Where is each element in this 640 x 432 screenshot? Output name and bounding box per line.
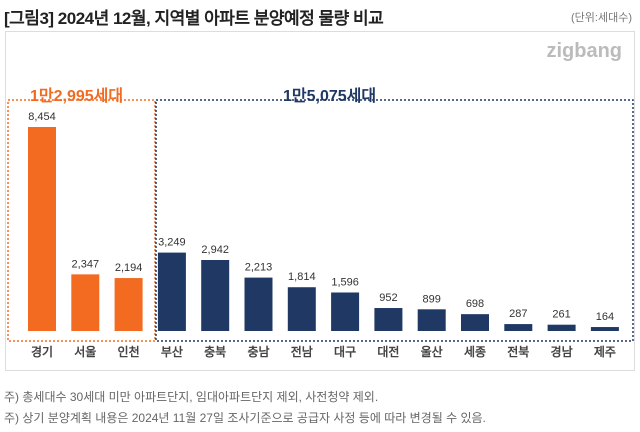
category-label: 전북 <box>507 344 529 359</box>
category-label: 부산 <box>161 344 183 359</box>
bar-충북 <box>201 260 230 331</box>
category-label: 충북 <box>204 344 226 359</box>
category-label: 서울 <box>74 344 96 359</box>
chart-title: [그림3] 2024년 12월, 지역별 아파트 분양예정 물량 비교 <box>4 9 384 28</box>
data-label: 261 <box>552 309 570 321</box>
category-label: 제주 <box>594 345 616 359</box>
category-label: 세종 <box>464 344 486 359</box>
bar-대전 <box>374 308 403 331</box>
bar-경기 <box>28 127 56 331</box>
capital-group-box <box>7 99 156 342</box>
data-label: 899 <box>423 293 441 305</box>
data-label: 1,596 <box>331 276 359 288</box>
data-label: 164 <box>596 311 614 323</box>
category-label: 대전 <box>377 344 399 359</box>
bar-인천 <box>114 278 143 331</box>
bar-대구 <box>331 292 360 331</box>
bar-충남 <box>244 277 273 331</box>
bar-울산 <box>417 309 446 331</box>
category-label: 울산 <box>421 344 443 359</box>
other-group-box <box>155 99 634 342</box>
data-label: 952 <box>379 292 397 304</box>
footnote-1: 주) 총세대수 30세대 미만 아파트단지, 임대아파트단지 제외, 사전청약 … <box>4 390 379 404</box>
data-label: 2,942 <box>201 244 229 256</box>
zigbang-logo: zigbang <box>546 40 622 62</box>
data-label: 2,347 <box>72 258 100 270</box>
category-label: 경남 <box>551 344 573 359</box>
category-label: 대구 <box>334 345 356 359</box>
bar-제주 <box>590 327 619 331</box>
category-label: 인천 <box>118 344 140 359</box>
chart-frame <box>5 31 635 371</box>
data-label: 3,249 <box>158 237 186 249</box>
category-label: 충남 <box>247 344 269 359</box>
category-label: 전남 <box>291 344 313 359</box>
data-label: 287 <box>509 308 527 320</box>
data-label: 698 <box>466 298 484 310</box>
data-label: 1,814 <box>288 271 316 283</box>
bar-전북 <box>504 324 533 331</box>
bar-전남 <box>287 287 316 331</box>
footnote-2: 주) 상기 분양계획 내용은 2024년 11월 27일 조사기준으로 공급자 … <box>4 411 486 425</box>
unit-label: (단위:세대수) <box>571 12 632 24</box>
bar-서울 <box>71 274 100 331</box>
data-label: 2,213 <box>245 262 273 274</box>
category-label: 경기 <box>31 344 53 359</box>
bar-부산 <box>157 252 186 331</box>
data-label: 2,194 <box>115 262 143 274</box>
data-label: 8,454 <box>28 111 56 123</box>
bar-세종 <box>461 314 489 331</box>
bar-경남 <box>547 324 576 331</box>
